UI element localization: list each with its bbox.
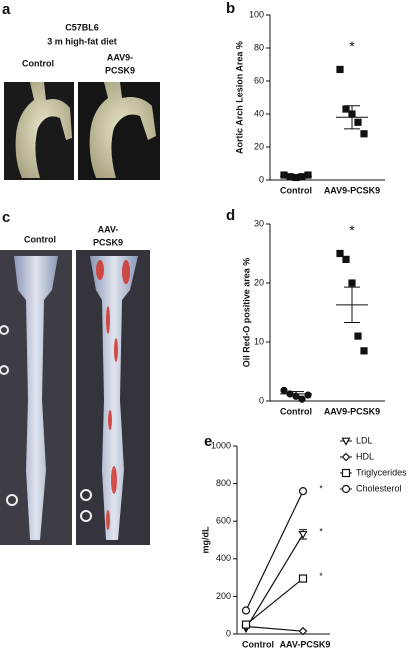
y-tick-label: 600 <box>216 516 231 526</box>
data-point <box>360 130 368 138</box>
legend-marker <box>341 468 351 478</box>
y-tick-label: 0 <box>259 395 264 405</box>
panel-title: 3 m high-fat diet <box>47 36 117 46</box>
legend-marker <box>341 452 351 462</box>
data-point <box>298 487 308 496</box>
x-tick-label: Control <box>242 639 274 649</box>
photo <box>4 82 74 180</box>
legend-label: Triglycerides <box>356 467 407 477</box>
data-point <box>298 574 308 583</box>
y-tick-label: 1000 <box>211 440 231 450</box>
y-tick-label: 200 <box>216 591 231 601</box>
y-tick-label: 80 <box>254 42 264 52</box>
series-line <box>245 625 304 632</box>
x-tick-label: AAV-PCSK9 <box>280 639 331 649</box>
data-point <box>241 620 251 629</box>
data-point <box>280 386 288 394</box>
significance-mark: * <box>319 527 323 537</box>
series-line <box>245 578 304 626</box>
panel-title: C57BL6 <box>65 22 99 32</box>
group-label: PCSK9 <box>93 237 123 247</box>
group-label: AAV- <box>98 224 119 234</box>
y-tick-label: 40 <box>254 108 264 118</box>
data-point <box>298 395 306 403</box>
photo <box>78 82 160 180</box>
y-tick-label: 0 <box>259 174 264 184</box>
data-point <box>336 249 344 258</box>
data-point <box>304 171 312 179</box>
significance-mark: * <box>349 38 355 54</box>
data-point <box>342 255 350 263</box>
photo <box>0 250 72 545</box>
x-tick-label: AAV9-PCSK9 <box>324 185 380 195</box>
y-tick-label: 20 <box>254 277 264 287</box>
y-tick-label: 10 <box>254 336 264 346</box>
significance-mark: * <box>319 483 323 493</box>
data-point <box>304 391 312 399</box>
group-label: Control <box>24 234 56 244</box>
y-tick-label: 800 <box>216 478 231 488</box>
group-label: PCSK9 <box>105 65 135 75</box>
data-point <box>342 105 350 113</box>
panel-label: e <box>204 433 212 450</box>
panel-label: c <box>2 209 10 226</box>
legend-label: LDL <box>356 435 373 445</box>
y-tick-label: 60 <box>254 75 264 85</box>
group-label: Control <box>22 58 54 68</box>
legend-marker <box>341 484 351 494</box>
group-label: AAV9- <box>107 52 133 62</box>
y-axis-label: Aortic Arch Lesion Area % <box>234 41 244 154</box>
y-axis-label: Oil Red-O positive area % <box>241 258 251 368</box>
y-tick-label: 400 <box>216 553 231 563</box>
legend-marker <box>341 437 351 446</box>
y-tick-label: 100 <box>249 9 264 19</box>
data-point <box>298 530 308 540</box>
y-axis-label: mg/dL <box>200 526 210 553</box>
significance-mark: * <box>349 222 355 238</box>
data-point <box>354 332 362 340</box>
data-point <box>241 606 251 615</box>
legend-label: HDL <box>356 451 374 461</box>
x-tick-label: Control <box>280 185 312 195</box>
significance-mark: * <box>319 571 323 581</box>
photo <box>76 250 150 545</box>
data-point <box>354 118 362 126</box>
y-tick-label: 30 <box>254 218 264 228</box>
panel-label: a <box>2 1 11 18</box>
data-point <box>280 171 288 179</box>
legend-label: Cholesterol <box>356 483 402 493</box>
series-line <box>245 534 304 629</box>
series-line <box>245 490 304 611</box>
data-point <box>360 347 368 355</box>
x-tick-label: AAV9-PCSK9 <box>324 406 380 416</box>
data-point <box>336 65 344 74</box>
y-tick-label: 0 <box>226 628 231 638</box>
panel-label: b <box>226 0 235 17</box>
data-point <box>298 626 308 636</box>
data-point <box>348 279 356 287</box>
y-tick-label: 20 <box>254 141 264 151</box>
panel-label: d <box>226 207 235 224</box>
x-tick-label: Control <box>280 406 312 416</box>
